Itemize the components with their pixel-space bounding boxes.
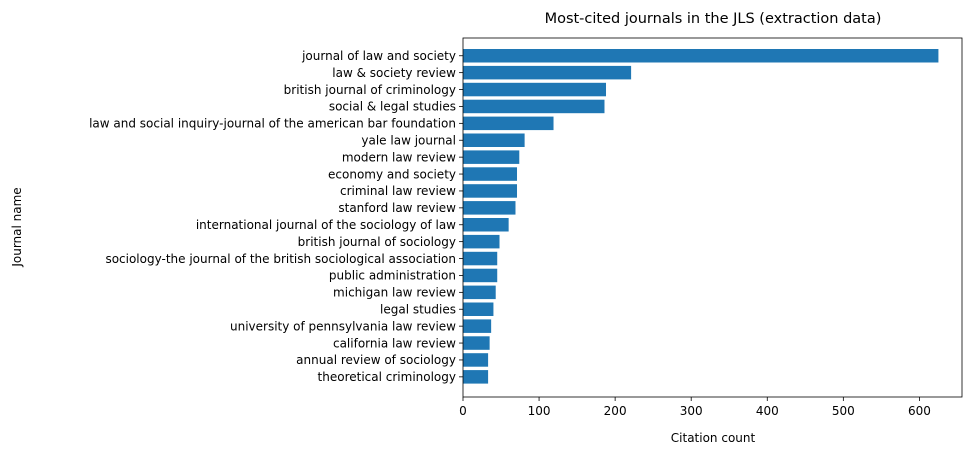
bar-yale-law-journal bbox=[463, 133, 525, 147]
bar-california-law-review bbox=[463, 336, 490, 350]
bar-journal-of-law-and-society bbox=[463, 49, 939, 63]
y-tick-label: british journal of criminology bbox=[284, 83, 456, 97]
x-tick-label: 0 bbox=[459, 404, 467, 418]
y-axis-label: Journal name bbox=[10, 187, 24, 267]
y-tick-label: law and social inquiry-journal of the am… bbox=[89, 117, 456, 131]
y-tick-label: modern law review bbox=[342, 150, 456, 164]
bar-stanford-law-review bbox=[463, 201, 516, 215]
y-tick-label: theoretical criminology bbox=[318, 370, 456, 384]
y-tick-label: university of pennsylvania law review bbox=[230, 319, 456, 333]
y-tick-label: journal of law and society bbox=[301, 49, 456, 63]
y-tick-label: sociology-the journal of the british soc… bbox=[105, 252, 456, 266]
y-tick-label: california law review bbox=[333, 336, 456, 350]
bar-social-legal-studies bbox=[463, 99, 605, 114]
bar-public-administration bbox=[463, 268, 498, 283]
x-axis-ticks: 0 100 200 300 400 500 600 bbox=[459, 397, 931, 418]
y-tick-label: annual review of sociology bbox=[296, 353, 456, 367]
x-tick-label: 500 bbox=[832, 404, 855, 418]
y-tick-label: michigan law review bbox=[333, 286, 456, 300]
bar-university-of-pennsylvania-law-review bbox=[463, 319, 492, 333]
bar-michigan-law-review bbox=[463, 285, 496, 300]
x-tick-label: 300 bbox=[680, 404, 703, 418]
bar-criminal-law-review bbox=[463, 184, 518, 198]
bar-law-and-social-inquiry-journal-of-the-american-bar-foundation bbox=[463, 116, 554, 131]
y-axis-ticks: journal of law and society law & society … bbox=[89, 49, 463, 384]
axes-frame bbox=[462, 37, 963, 398]
y-tick-label: economy and society bbox=[328, 167, 456, 181]
x-tick-label: 400 bbox=[756, 404, 779, 418]
bar-british-journal-of-sociology bbox=[463, 234, 500, 249]
x-tick-label: 600 bbox=[908, 404, 931, 418]
bar-annual-review-of-sociology bbox=[463, 353, 489, 367]
bar-law-society-review bbox=[463, 65, 632, 80]
y-tick-label: international journal of the sociology o… bbox=[196, 218, 456, 232]
bar-legal-studies bbox=[463, 302, 494, 316]
y-tick-label: yale law journal bbox=[361, 133, 456, 147]
y-tick-label: legal studies bbox=[380, 302, 456, 316]
chart-title: Most-cited journals in the JLS (extracti… bbox=[545, 11, 882, 27]
bar-british-journal-of-criminology bbox=[463, 82, 607, 97]
x-tick-label: 100 bbox=[528, 404, 551, 418]
bar-sociology-the-journal-of-the-british-sociological-association bbox=[463, 251, 498, 266]
bar-international-journal-of-the-sociology-of-law bbox=[463, 218, 509, 232]
y-tick-label: stanford law review bbox=[338, 201, 456, 215]
x-tick-label: 200 bbox=[604, 404, 627, 418]
bar-theoretical-criminology bbox=[463, 370, 489, 384]
x-axis-label: Citation count bbox=[671, 431, 756, 445]
y-tick-label: public administration bbox=[329, 269, 456, 283]
bar-modern-law-review bbox=[463, 150, 520, 164]
y-tick-label: british journal of sociology bbox=[298, 235, 456, 249]
y-tick-label: criminal law review bbox=[340, 184, 456, 198]
plot-frame bbox=[462, 37, 963, 398]
bars-group bbox=[463, 49, 939, 384]
bar-economy-and-society bbox=[463, 167, 518, 181]
y-tick-label: social & legal studies bbox=[329, 100, 456, 114]
y-tick-label: law & society review bbox=[332, 66, 456, 80]
